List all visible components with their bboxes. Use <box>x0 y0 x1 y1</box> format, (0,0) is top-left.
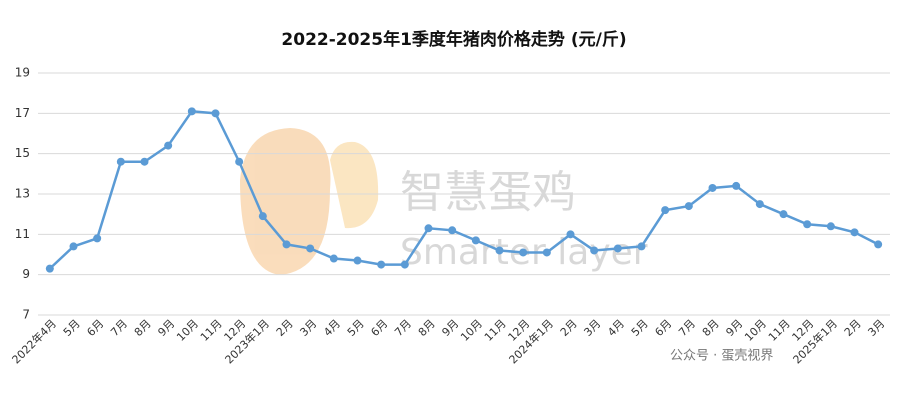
watermark-logo <box>240 128 379 275</box>
x-tick-label: 8月 <box>416 317 438 339</box>
point <box>613 244 622 253</box>
chart-title: 2022-2025年1季度年猪肉价格走势 (元/斤) <box>281 29 626 50</box>
x-tick-label: 6月 <box>84 317 106 339</box>
point <box>306 244 315 253</box>
x-tick-label: 8月 <box>132 317 154 339</box>
point <box>850 228 859 237</box>
point <box>282 240 291 249</box>
point <box>826 222 835 231</box>
x-tick-label: 10月 <box>174 317 201 344</box>
y-tick-label: 17 <box>15 106 30 120</box>
x-tick-label: 2月 <box>842 317 864 339</box>
point <box>495 246 504 255</box>
x-tick-label: 10月 <box>458 317 485 344</box>
y-tick-label: 7 <box>22 308 30 322</box>
point <box>211 109 220 118</box>
x-tick-label: 2月 <box>558 317 580 339</box>
point <box>590 246 599 255</box>
point <box>400 260 409 269</box>
x-tick-label: 7月 <box>676 317 698 339</box>
y-tick-label: 9 <box>22 267 30 281</box>
point <box>187 107 196 116</box>
x-tick-label: 7月 <box>108 317 130 339</box>
x-tick-label: 3月 <box>865 317 887 339</box>
point <box>116 157 125 166</box>
point <box>140 157 149 166</box>
point <box>755 200 764 209</box>
y-tick-label: 19 <box>15 66 30 80</box>
x-tick-label: 5月 <box>61 317 83 339</box>
point <box>424 224 433 233</box>
x-tick-label: 2月 <box>274 317 296 339</box>
x-tick-label: 6月 <box>368 317 390 339</box>
point <box>471 236 480 245</box>
x-tick-label: 11月 <box>198 317 225 344</box>
point <box>45 264 54 273</box>
point <box>329 254 338 263</box>
x-tick-label: 5月 <box>629 317 651 339</box>
point <box>732 181 741 190</box>
point <box>258 212 267 221</box>
x-tick-label: 5月 <box>345 317 367 339</box>
point <box>779 210 788 219</box>
point <box>661 206 670 215</box>
x-tick-label: 2022年4月 <box>9 316 59 366</box>
x-tick-label: 7月 <box>392 317 414 339</box>
x-tick-label: 8月 <box>700 317 722 339</box>
x-tick-label: 4月 <box>605 317 627 339</box>
point <box>708 183 717 192</box>
point <box>874 240 883 249</box>
point <box>519 248 528 257</box>
y-tick-label: 15 <box>15 146 30 160</box>
x-tick-label: 11月 <box>766 317 793 344</box>
x-tick-label: 10月 <box>742 317 769 344</box>
point <box>164 141 173 150</box>
source-note: 公众号 · 蛋壳视界 <box>670 349 773 364</box>
point <box>93 234 102 243</box>
point <box>684 202 693 211</box>
point <box>235 157 244 166</box>
point <box>542 248 551 257</box>
point <box>353 256 362 265</box>
x-tick-label: 4月 <box>321 317 343 339</box>
point <box>69 242 78 251</box>
point <box>566 230 575 239</box>
point <box>637 242 646 251</box>
point <box>803 220 812 229</box>
y-tick-label: 11 <box>15 227 30 241</box>
x-tick-label: 6月 <box>652 317 674 339</box>
watermark-text: 智慧蛋鸡 <box>400 167 576 218</box>
point <box>448 226 457 235</box>
line-series <box>48 110 879 270</box>
y-tick-label: 13 <box>15 187 30 201</box>
point <box>377 260 386 269</box>
x-tick-label: 3月 <box>581 317 603 339</box>
x-tick-label: 11月 <box>482 317 509 344</box>
x-tick-label: 3月 <box>297 317 319 339</box>
